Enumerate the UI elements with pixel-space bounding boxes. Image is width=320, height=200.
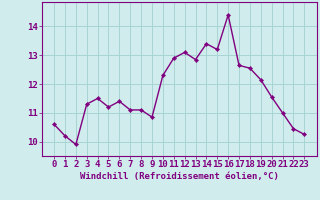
X-axis label: Windchill (Refroidissement éolien,°C): Windchill (Refroidissement éolien,°C) xyxy=(80,172,279,181)
